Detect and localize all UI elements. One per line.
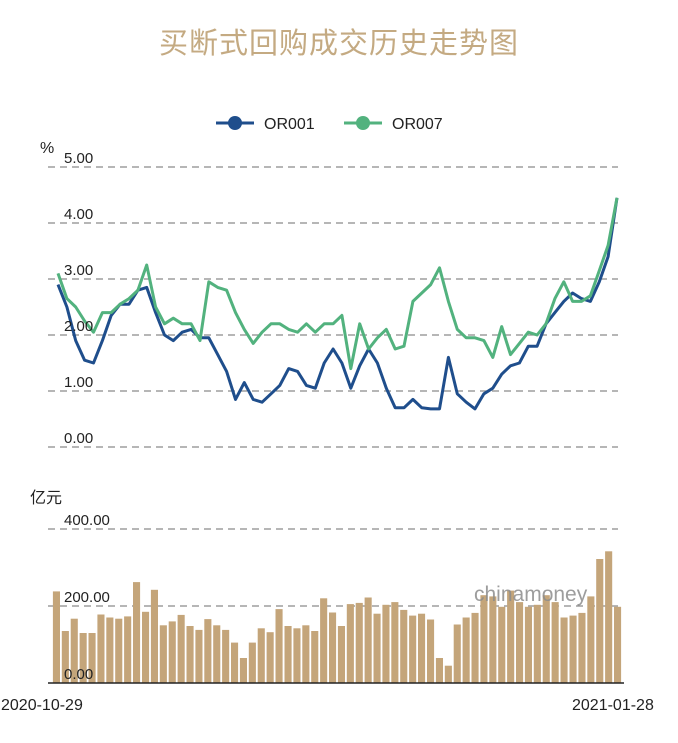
volume-bar — [70, 618, 78, 683]
volume-bar — [133, 582, 141, 683]
volume-bar — [346, 604, 354, 683]
series-line-or001 — [56, 197, 619, 411]
volume-bar — [462, 617, 470, 683]
volume-bar — [337, 626, 345, 683]
legend-item-or007[interactable]: OR007 — [344, 116, 443, 133]
volume-bar — [329, 612, 337, 683]
watermark: chinamoney — [474, 583, 588, 606]
volume-bar — [489, 596, 497, 683]
volume-bar — [355, 602, 363, 683]
volume-bar — [614, 606, 622, 683]
volume-bar — [124, 616, 132, 683]
rate-tick-label: 4.00 — [64, 206, 93, 223]
volume-bar — [52, 591, 60, 683]
volume-bar — [266, 632, 274, 683]
volume-bar — [524, 606, 532, 683]
volume-bar — [533, 604, 541, 683]
volume-bar — [453, 624, 461, 683]
volume-bar — [284, 626, 292, 683]
series-line-or007 — [56, 197, 619, 371]
volume-bar — [177, 614, 185, 683]
rate-tick-label: 5.00 — [64, 150, 93, 167]
volume-bar — [159, 625, 167, 684]
volume-bar — [97, 614, 105, 683]
rate-tick-label: 2.00 — [64, 318, 93, 335]
volume-bar — [444, 665, 452, 683]
volume-bar — [222, 629, 230, 683]
volume-bar — [204, 619, 212, 683]
volume-bar — [311, 631, 319, 683]
volume-bar — [480, 595, 488, 683]
legend-item-or001[interactable]: OR001 — [216, 116, 315, 133]
x-axis-start-label: 2020-10-29 — [1, 697, 83, 714]
axis-tick-labels: 0.00 1.00 2.00 3.00 4.00 5.00 0.00 200.00 400.00 — [64, 150, 110, 683]
volume-bar — [400, 609, 408, 683]
rate-tick-label: 1.00 — [64, 374, 93, 391]
volume-bar — [382, 604, 390, 683]
volume-unit-label: 亿元 — [30, 489, 62, 507]
volume-bar — [88, 633, 96, 683]
volume-bar — [569, 615, 577, 683]
volume-bar — [320, 598, 328, 683]
volume-bar — [186, 626, 194, 683]
legend-or001-swatch-dot — [228, 116, 242, 130]
volume-bar — [605, 551, 613, 683]
volume-bar — [373, 613, 381, 683]
volume-bar — [578, 612, 586, 683]
volume-tick-label: 400.00 — [64, 512, 110, 529]
legend-or007-label: OR007 — [392, 116, 443, 133]
volume-bar — [61, 631, 69, 683]
volume-bar — [302, 625, 310, 684]
legend: OR001 OR007 — [216, 116, 443, 133]
volume-tick-label: 200.00 — [64, 589, 110, 606]
volume-tick-label: 0.00 — [64, 666, 93, 683]
volume-bar — [275, 609, 283, 683]
volume-bar — [435, 658, 443, 683]
volume-bar — [507, 590, 515, 683]
volume-bar — [79, 633, 87, 683]
volume-bar — [551, 602, 559, 683]
rate-tick-label: 0.00 — [64, 430, 93, 447]
volume-bar — [239, 658, 247, 683]
volume-bar — [364, 597, 372, 683]
x-axis-end-label: 2021-01-28 — [572, 697, 654, 714]
volume-bar — [142, 611, 150, 683]
volume-bar — [427, 619, 435, 683]
volume-bar — [516, 602, 524, 683]
volume-bar — [471, 612, 479, 683]
volume-bar — [560, 617, 568, 683]
legend-or001-label: OR001 — [264, 116, 315, 133]
rate-grid — [48, 166, 618, 448]
volume-bar — [248, 642, 256, 683]
volume-bars — [52, 551, 622, 684]
volume-bar — [150, 589, 158, 683]
chart-title: 买断式回购成交历史走势图 — [158, 26, 519, 60]
volume-bar — [418, 613, 426, 683]
volume-bar — [293, 628, 301, 683]
volume-bar — [409, 615, 417, 683]
volume-bar — [213, 625, 221, 684]
volume-bar — [596, 559, 604, 683]
volume-bar — [231, 642, 239, 683]
volume-bar — [587, 596, 595, 683]
volume-bar — [168, 621, 176, 683]
legend-or007-swatch-dot — [356, 116, 370, 130]
volume-bar — [498, 606, 506, 683]
volume-bar — [391, 602, 399, 683]
volume-bar — [106, 617, 114, 683]
volume-bar — [195, 629, 203, 683]
rate-tick-label: 3.00 — [64, 262, 93, 279]
volume-bar — [115, 618, 123, 683]
volume-bar — [257, 628, 265, 683]
rate-unit-label: % — [40, 140, 54, 157]
volume-bar — [542, 595, 550, 683]
rate-lines — [56, 197, 619, 411]
